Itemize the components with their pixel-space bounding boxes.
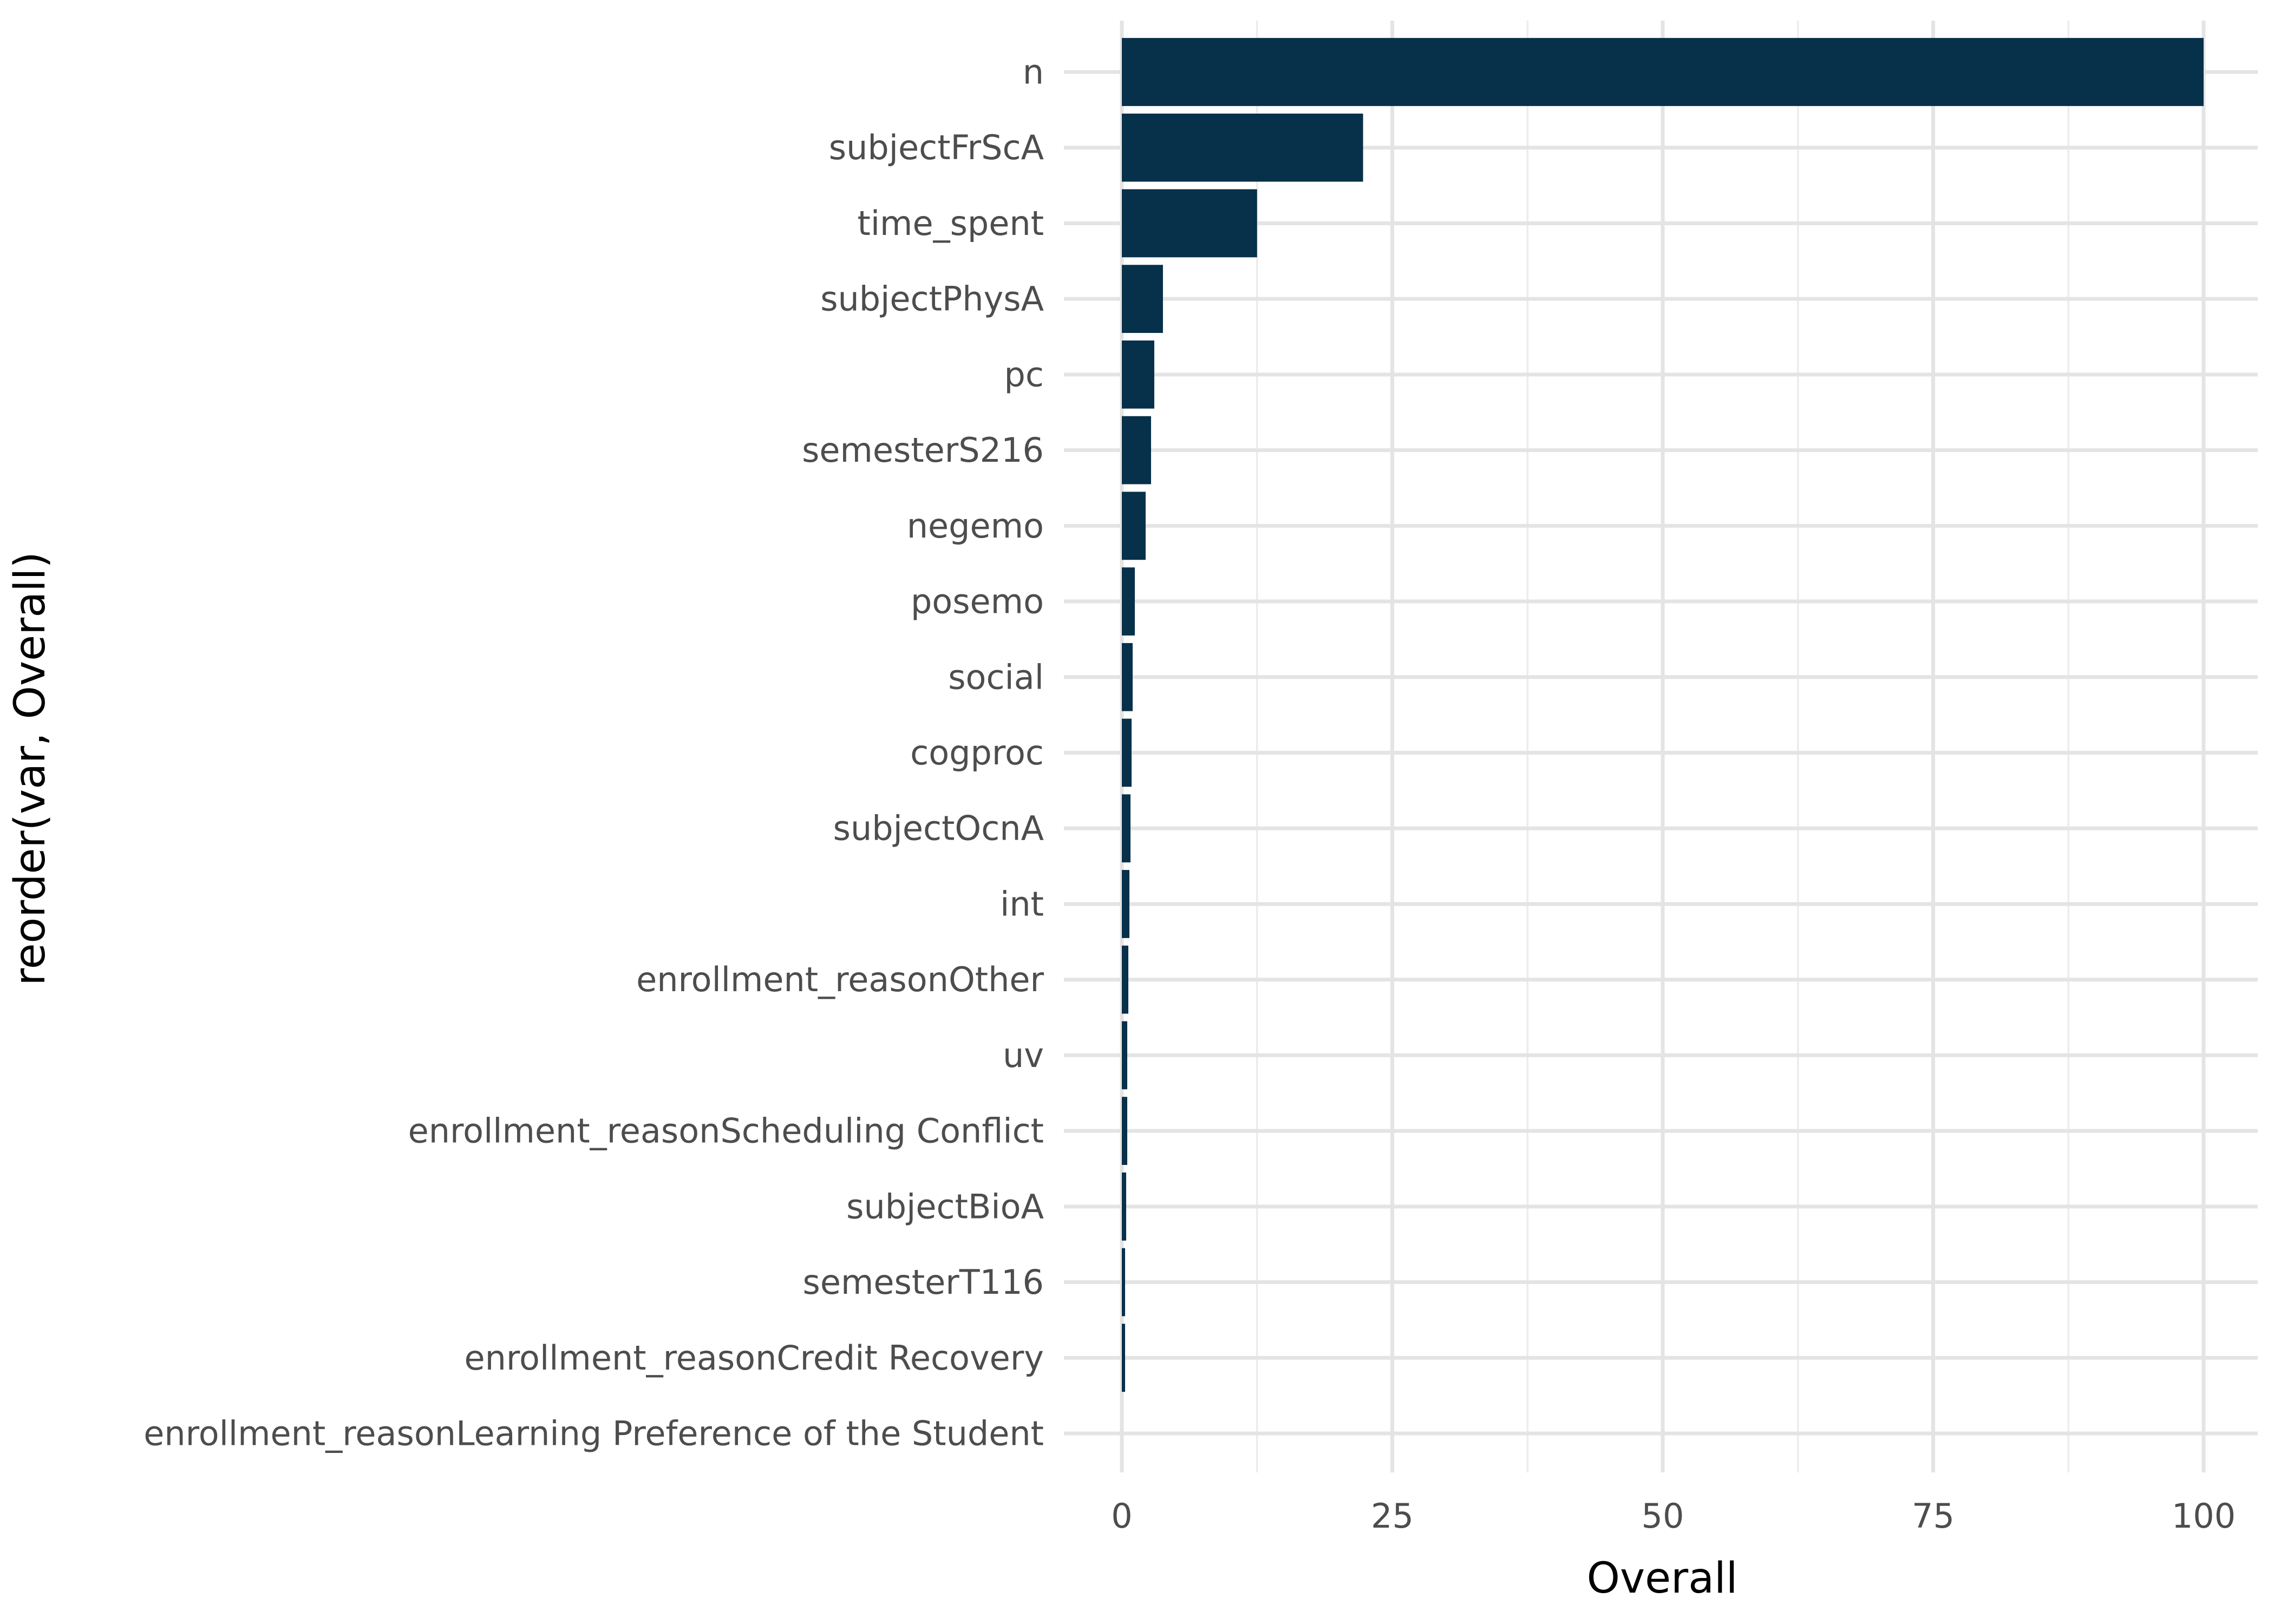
category-label: posemo: [911, 582, 1044, 621]
category-label: subjectBioA: [846, 1187, 1044, 1226]
category-label: subjectOcnA: [833, 809, 1044, 848]
bar: [1122, 113, 1363, 182]
bars: [1122, 38, 2204, 1392]
bar: [1122, 1097, 1127, 1165]
bar: [1122, 1248, 1125, 1317]
x-tick-label: 0: [1111, 1496, 1132, 1536]
bar: [1122, 416, 1151, 484]
x-tick-label: 100: [2172, 1496, 2236, 1536]
bar: [1122, 567, 1135, 636]
bar: [1122, 38, 2204, 106]
x-tick-labels: 0 25 50 75 100: [1111, 1496, 2236, 1536]
category-label: int: [1000, 884, 1044, 924]
category-label: enrollment_reasonLearning Preference of …: [143, 1414, 1044, 1453]
x-tick-label: 75: [1912, 1496, 1955, 1536]
category-labels: n subjectFrScA time_spent subjectPhysA pc sem…: [143, 53, 1044, 1453]
category-label: uv: [1003, 1036, 1044, 1075]
bar: [1122, 1021, 1127, 1090]
bar: [1122, 1324, 1125, 1392]
bar: [1122, 718, 1132, 787]
category-label: negemo: [907, 506, 1044, 546]
category-label: semesterS216: [802, 430, 1044, 470]
category-label: enrollment_reasonScheduling Conflict: [408, 1111, 1044, 1151]
category-label: subjectPhysA: [820, 279, 1044, 319]
bar: [1122, 794, 1131, 863]
category-label: cogproc: [910, 733, 1044, 772]
x-tick-label: 25: [1371, 1496, 1414, 1536]
category-label: enrollment_reasonOther: [636, 960, 1044, 999]
category-label: social: [948, 657, 1044, 697]
category-label: n: [1023, 53, 1044, 92]
bar: [1122, 265, 1163, 333]
bar: [1122, 1172, 1126, 1241]
y-axis-title: reorder(var, Overall): [6, 552, 55, 986]
bar: [1122, 189, 1257, 258]
x-tick-label: 50: [1642, 1496, 1684, 1536]
bar: [1122, 492, 1146, 560]
bar: [1122, 945, 1128, 1014]
bar: [1122, 340, 1154, 409]
category-label: time_spent: [858, 204, 1044, 243]
bar: [1122, 870, 1129, 938]
grid: [1064, 21, 2258, 1472]
x-axis-title: Overall: [1587, 1554, 1738, 1603]
category-label: pc: [1004, 355, 1044, 394]
bar: [1122, 643, 1133, 711]
category-label: subjectFrScA: [829, 128, 1044, 167]
category-label: enrollment_reasonCredit Recovery: [464, 1338, 1044, 1378]
category-label: semesterT116: [803, 1262, 1044, 1302]
